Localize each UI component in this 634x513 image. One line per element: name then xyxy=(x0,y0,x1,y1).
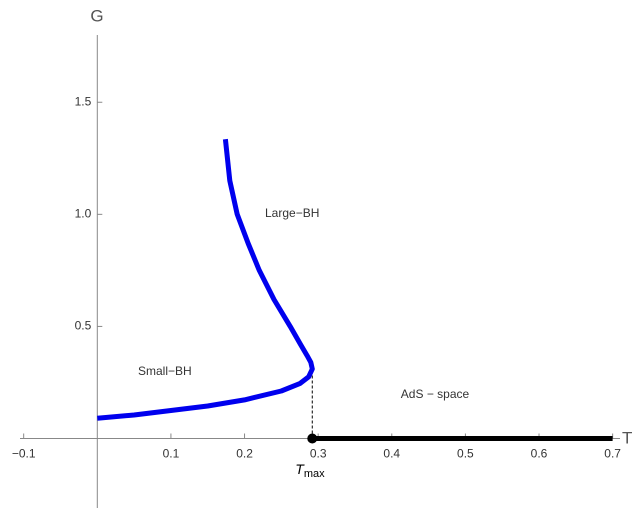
x-tick-label: 0.7 xyxy=(604,447,621,461)
annotation: Small−BH xyxy=(138,364,192,378)
curve xyxy=(97,138,315,421)
x-tick-label: 0.2 xyxy=(236,447,253,461)
x-tick-label: −0.1 xyxy=(12,447,36,461)
x-tick-label: 0.3 xyxy=(310,447,327,461)
x-tick-label: 0.6 xyxy=(531,447,548,461)
tmax-label: Tmax xyxy=(295,461,325,480)
x-tick-label: 0.4 xyxy=(383,447,400,461)
tmax-point xyxy=(307,433,318,444)
y-tick-label: 0.5 xyxy=(75,319,92,333)
annotation: Large−BH xyxy=(265,206,319,220)
y-axis-label: G xyxy=(90,6,103,25)
annotation: AdS − space xyxy=(401,387,470,401)
x-tick-label: 0.5 xyxy=(457,447,474,461)
y-tick-label: 1.0 xyxy=(75,207,92,221)
y-tick-label: 1.5 xyxy=(75,94,92,108)
x-tick-label: 0.1 xyxy=(163,447,180,461)
tmax-label-main: T xyxy=(295,461,305,477)
tmax-label-sub: max xyxy=(304,468,325,480)
x-axis-label: T xyxy=(622,428,632,447)
